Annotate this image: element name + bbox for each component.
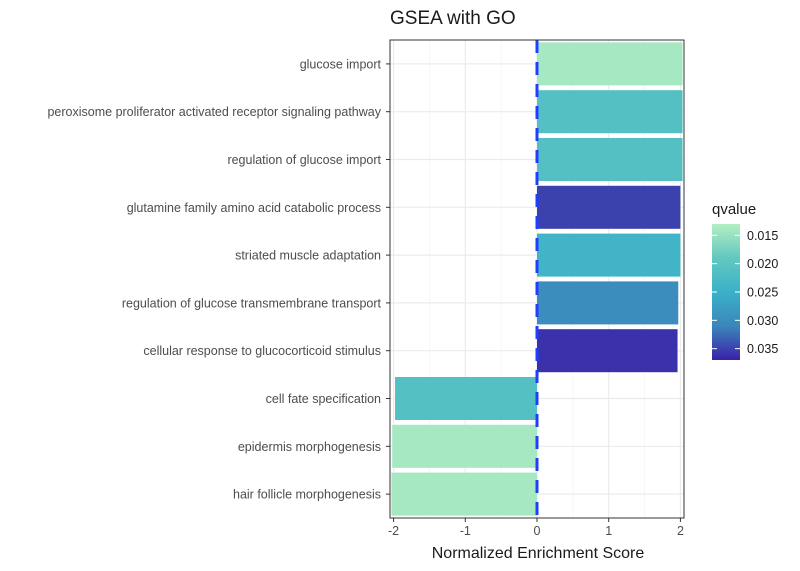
x-tick-label: 1 (605, 524, 612, 538)
y-tick-label: glucose import (300, 57, 382, 71)
y-tick-label: peroxisome proliferator activated recept… (47, 105, 381, 119)
legend-tick-label: 0.015 (747, 229, 778, 243)
chart-title: GSEA with GO (390, 8, 516, 29)
x-axis-title: Normalized Enrichment Score (432, 545, 645, 562)
bars (391, 42, 683, 516)
legend-tick-label: 0.025 (747, 286, 778, 300)
y-tick-label: hair follicle morphogenesis (233, 488, 381, 502)
y-tick-label: cellular response to glucocorticoid stim… (143, 344, 381, 358)
y-tick-label: regulation of glucose transmembrane tran… (122, 296, 382, 310)
legend: qvalue 0.015 0.020 0.025 0.030 0.035 (712, 201, 778, 360)
x-axis: -2 -1 0 1 2 (388, 518, 684, 538)
bar (537, 233, 681, 277)
bar (537, 329, 678, 373)
y-axis-labels: glucose import peroxisome proliferator ac… (47, 57, 390, 502)
x-tick-label: 0 (534, 524, 541, 538)
legend-ticks: 0.015 0.020 0.025 0.030 0.035 (712, 229, 778, 356)
bar (537, 137, 683, 182)
y-tick-label: glutamine family amino acid catabolic pr… (127, 201, 381, 215)
y-tick-label: epidermis morphogenesis (238, 440, 381, 454)
x-tick-label: -1 (460, 524, 471, 538)
legend-tick-label: 0.030 (747, 314, 778, 328)
bar (537, 90, 683, 134)
bar (395, 376, 537, 421)
legend-tick-label: 0.035 (747, 342, 778, 356)
bar (537, 42, 683, 86)
x-tick-label: -2 (388, 524, 399, 538)
x-tick-label: 2 (677, 524, 684, 538)
y-tick-label: striated muscle adaptation (235, 249, 381, 263)
bar (392, 424, 537, 468)
y-tick-label: regulation of glucose import (227, 153, 381, 167)
bar (537, 281, 679, 325)
y-tick-label: cell fate specification (266, 392, 381, 406)
bar (537, 185, 681, 229)
panel-border (389, 39, 685, 519)
legend-tick-label: 0.020 (747, 257, 778, 271)
bar (391, 472, 537, 516)
legend-title: qvalue (712, 201, 756, 218)
